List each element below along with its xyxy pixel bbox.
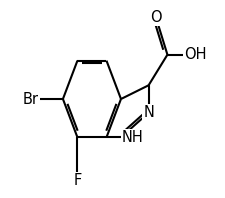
Text: F: F [73,173,81,188]
Text: OH: OH [183,47,205,62]
Text: O: O [149,10,161,25]
Text: Br: Br [23,91,39,107]
Text: NH: NH [121,130,143,145]
Text: N: N [142,105,153,120]
